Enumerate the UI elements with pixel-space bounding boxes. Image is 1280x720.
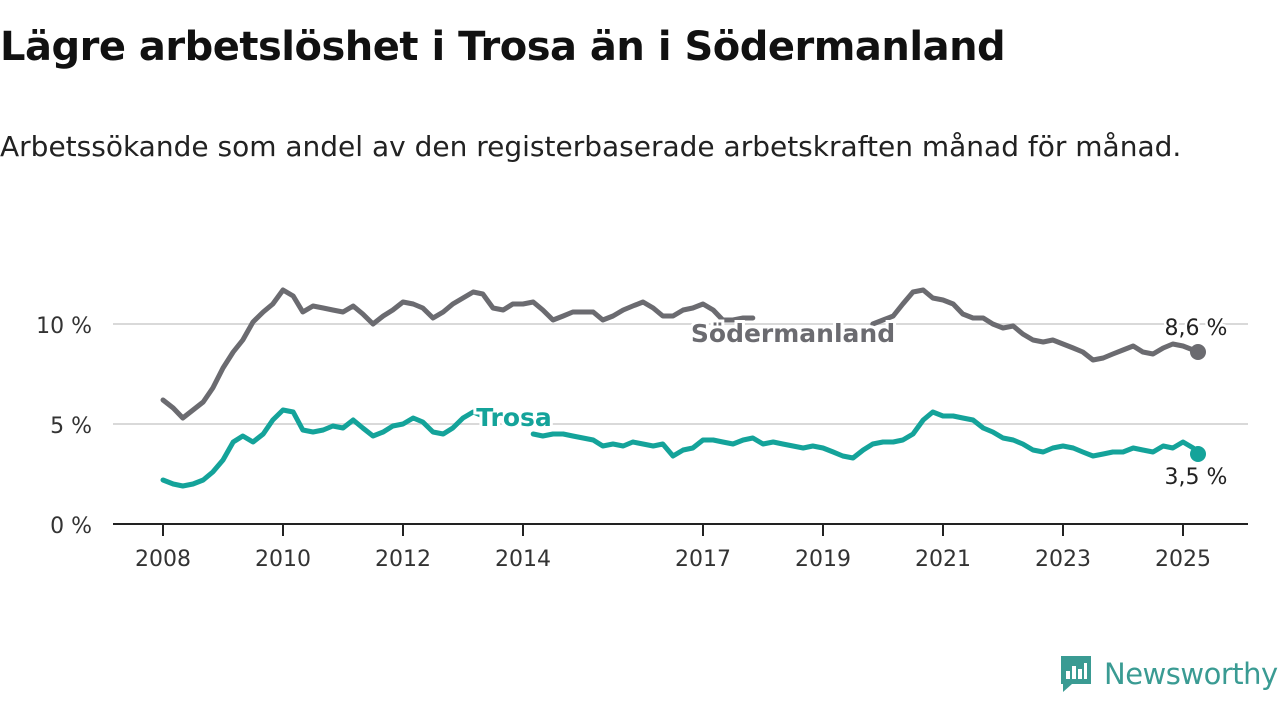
line-chart: 0 % 5 % 10 % 2008 2010 2012 2014 2017 2019 2021 20… [36,287,1248,572]
x-tick-label: 2012 [375,547,431,572]
x-tick-label: 2017 [675,547,731,572]
x-tick-label: 2021 [915,547,971,572]
x-tick-label: 2014 [495,547,551,572]
x-tick-label: 2008 [135,547,191,572]
y-tick-label: 0 % [50,514,92,539]
series-label-södermanland: Södermanland [691,319,895,348]
newsworthy-logo-text: Newsworthy [1104,657,1278,691]
newsworthy-logo-icon [1061,656,1091,692]
series-end-label: 3,5 % [1165,465,1228,490]
y-tick-label: 5 % [50,414,92,439]
series-line-trosa [160,407,1201,489]
x-tick-label: 2010 [255,547,311,572]
series-end-label: 8,6 % [1165,316,1228,341]
x-tick-label: 2019 [795,547,851,572]
y-tick-label: 10 % [36,314,92,339]
series-line-södermanland [160,287,1201,421]
x-tick-label: 2023 [1035,547,1091,572]
series-label-trosa: Trosa [476,403,552,432]
series-end-point-trosa [1190,446,1206,462]
chart-subtitle: Arbetssökande som andel av den registerb… [0,130,1182,163]
series-end-point-södermanland [1190,344,1206,360]
x-tick-label: 2025 [1155,547,1211,572]
newsworthy-logo: Newsworthy [1058,654,1278,694]
chart-title: Lägre arbetslöshet i Trosa än i Söderman… [0,24,1006,70]
